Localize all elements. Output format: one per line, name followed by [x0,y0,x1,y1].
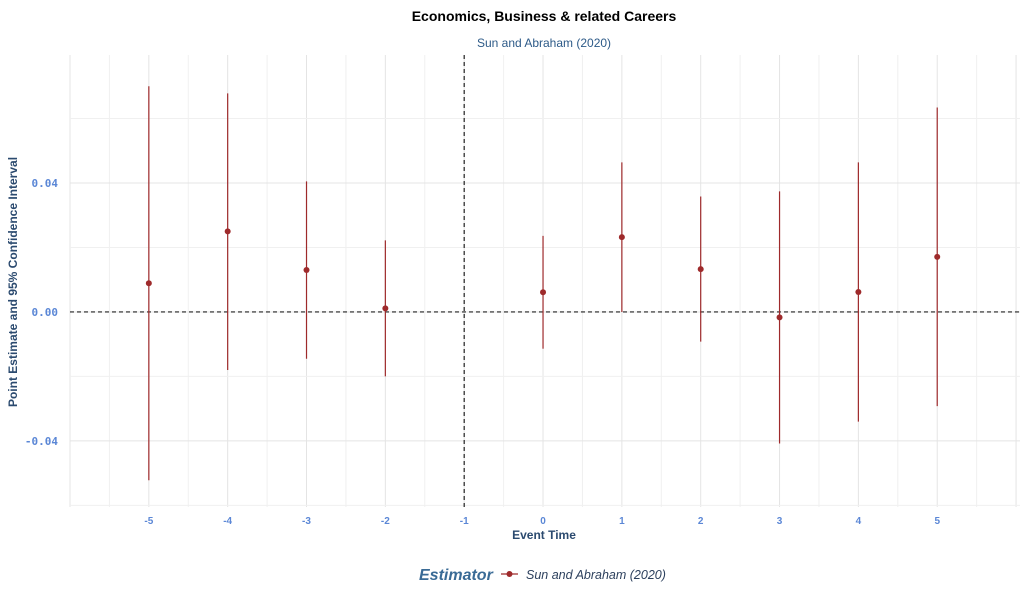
point-estimates [145,228,941,321]
y-tick-label: -0.04 [25,435,58,448]
legend: Estimator Sun and Abraham (2020) [419,567,666,584]
x-tick-label: -4 [223,516,232,527]
x-tick-label: -2 [381,516,390,527]
point-estimate-marker [776,314,783,321]
x-tick-label: -3 [302,516,311,527]
legend-label: Sun and Abraham (2020) [526,568,666,582]
point-estimate-marker [224,228,231,235]
point-estimate-marker [697,266,704,273]
point-estimate-marker [540,289,547,296]
x-tick-label: -5 [144,516,153,527]
y-tick-label: 0.00 [32,306,59,319]
legend-key-point [506,571,513,577]
y-axis-ticks: -0.04 0.00 0.04 [25,177,58,448]
x-tick-label: 0 [540,516,546,527]
y-axis-title: Point Estimate and 95% Confidence Interv… [6,157,20,407]
point-estimate-marker [855,288,862,295]
x-axis-ticks: -5 -4 -3 -2 -1 0 1 2 3 4 5 [144,516,940,527]
point-estimate-marker [145,280,152,287]
reference-lines [70,55,1020,507]
grid-lines [69,55,1020,507]
x-tick-label: 3 [777,516,783,527]
x-tick-label: 4 [856,516,862,527]
point-estimate-marker [303,267,310,274]
x-tick-label: -1 [460,516,469,527]
x-tick-label: 1 [619,516,625,527]
point-estimate-marker [618,234,625,241]
x-tick-label: 5 [934,516,940,527]
y-tick-label: 0.04 [32,177,59,190]
chart-title: Economics, Business & related Careers [412,8,677,24]
point-estimate-marker [934,253,941,260]
point-estimate-marker [382,305,389,312]
chart-subtitle: Sun and Abraham (2020) [477,36,611,50]
legend-title: Estimator [419,567,494,584]
x-axis-title: Event Time [512,528,576,542]
x-tick-label: 2 [698,516,704,527]
